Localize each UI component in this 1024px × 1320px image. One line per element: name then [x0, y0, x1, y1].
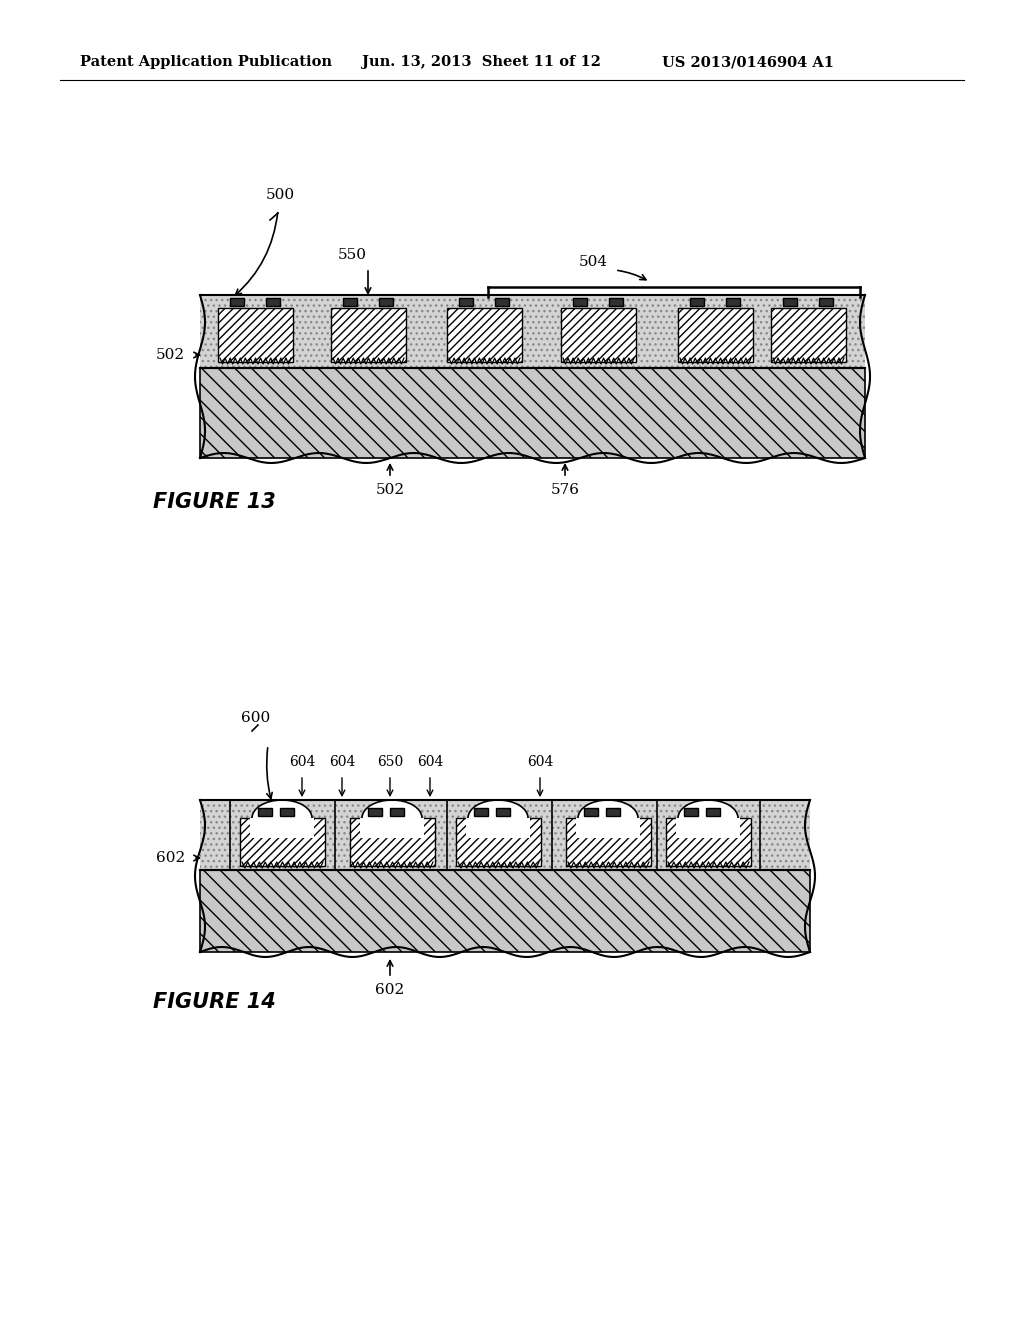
Bar	[459, 298, 473, 306]
Text: 600: 600	[242, 711, 270, 725]
Bar	[609, 298, 623, 306]
Bar	[258, 808, 272, 816]
Bar	[343, 298, 357, 306]
Bar	[360, 818, 424, 838]
Bar	[456, 818, 541, 866]
Text: 604: 604	[526, 755, 553, 770]
Bar	[678, 308, 753, 362]
Bar	[690, 298, 705, 306]
Text: 500: 500	[265, 187, 295, 202]
Bar	[496, 808, 510, 816]
Bar	[495, 298, 509, 306]
Text: 502: 502	[156, 348, 185, 362]
Text: 550: 550	[338, 248, 367, 261]
Bar	[200, 294, 865, 368]
Bar	[240, 818, 325, 866]
Text: 504: 504	[579, 255, 607, 269]
Bar	[218, 308, 293, 362]
Bar	[783, 298, 797, 306]
Text: 604: 604	[329, 755, 355, 770]
Bar	[379, 298, 393, 306]
Bar	[390, 808, 404, 816]
Bar	[466, 818, 530, 838]
Bar	[584, 808, 598, 816]
Bar	[606, 808, 620, 816]
Ellipse shape	[678, 800, 738, 836]
Bar	[666, 818, 751, 866]
Ellipse shape	[468, 800, 528, 836]
Bar	[447, 308, 522, 362]
Bar	[771, 308, 846, 362]
Bar	[819, 298, 833, 306]
Text: 604: 604	[417, 755, 443, 770]
Text: Patent Application Publication: Patent Application Publication	[80, 55, 332, 69]
Bar	[706, 808, 720, 816]
Ellipse shape	[362, 800, 422, 836]
Text: FIGURE 13: FIGURE 13	[153, 492, 275, 512]
Bar	[561, 308, 636, 362]
Bar	[200, 870, 810, 952]
Text: 576: 576	[551, 483, 580, 498]
Bar	[474, 808, 488, 816]
Bar	[250, 818, 314, 838]
Bar	[676, 818, 740, 838]
Text: US 2013/0146904 A1: US 2013/0146904 A1	[662, 55, 834, 69]
Text: 650: 650	[377, 755, 403, 770]
Text: 604: 604	[289, 755, 315, 770]
Bar	[266, 298, 280, 306]
Bar	[573, 298, 587, 306]
Ellipse shape	[252, 800, 312, 836]
Ellipse shape	[578, 800, 638, 836]
Bar	[350, 818, 435, 866]
Bar	[280, 808, 294, 816]
Text: FIGURE 14: FIGURE 14	[153, 993, 275, 1012]
Bar	[575, 818, 640, 838]
Bar	[566, 818, 651, 866]
Bar	[200, 368, 865, 458]
Text: Jun. 13, 2013  Sheet 11 of 12: Jun. 13, 2013 Sheet 11 of 12	[362, 55, 601, 69]
Text: 602: 602	[376, 983, 404, 997]
Bar	[331, 308, 406, 362]
Text: 602: 602	[156, 851, 185, 865]
Bar	[726, 298, 740, 306]
Bar	[368, 808, 382, 816]
Bar	[684, 808, 698, 816]
Bar	[200, 800, 810, 870]
Text: 502: 502	[376, 483, 404, 498]
Bar	[230, 298, 244, 306]
